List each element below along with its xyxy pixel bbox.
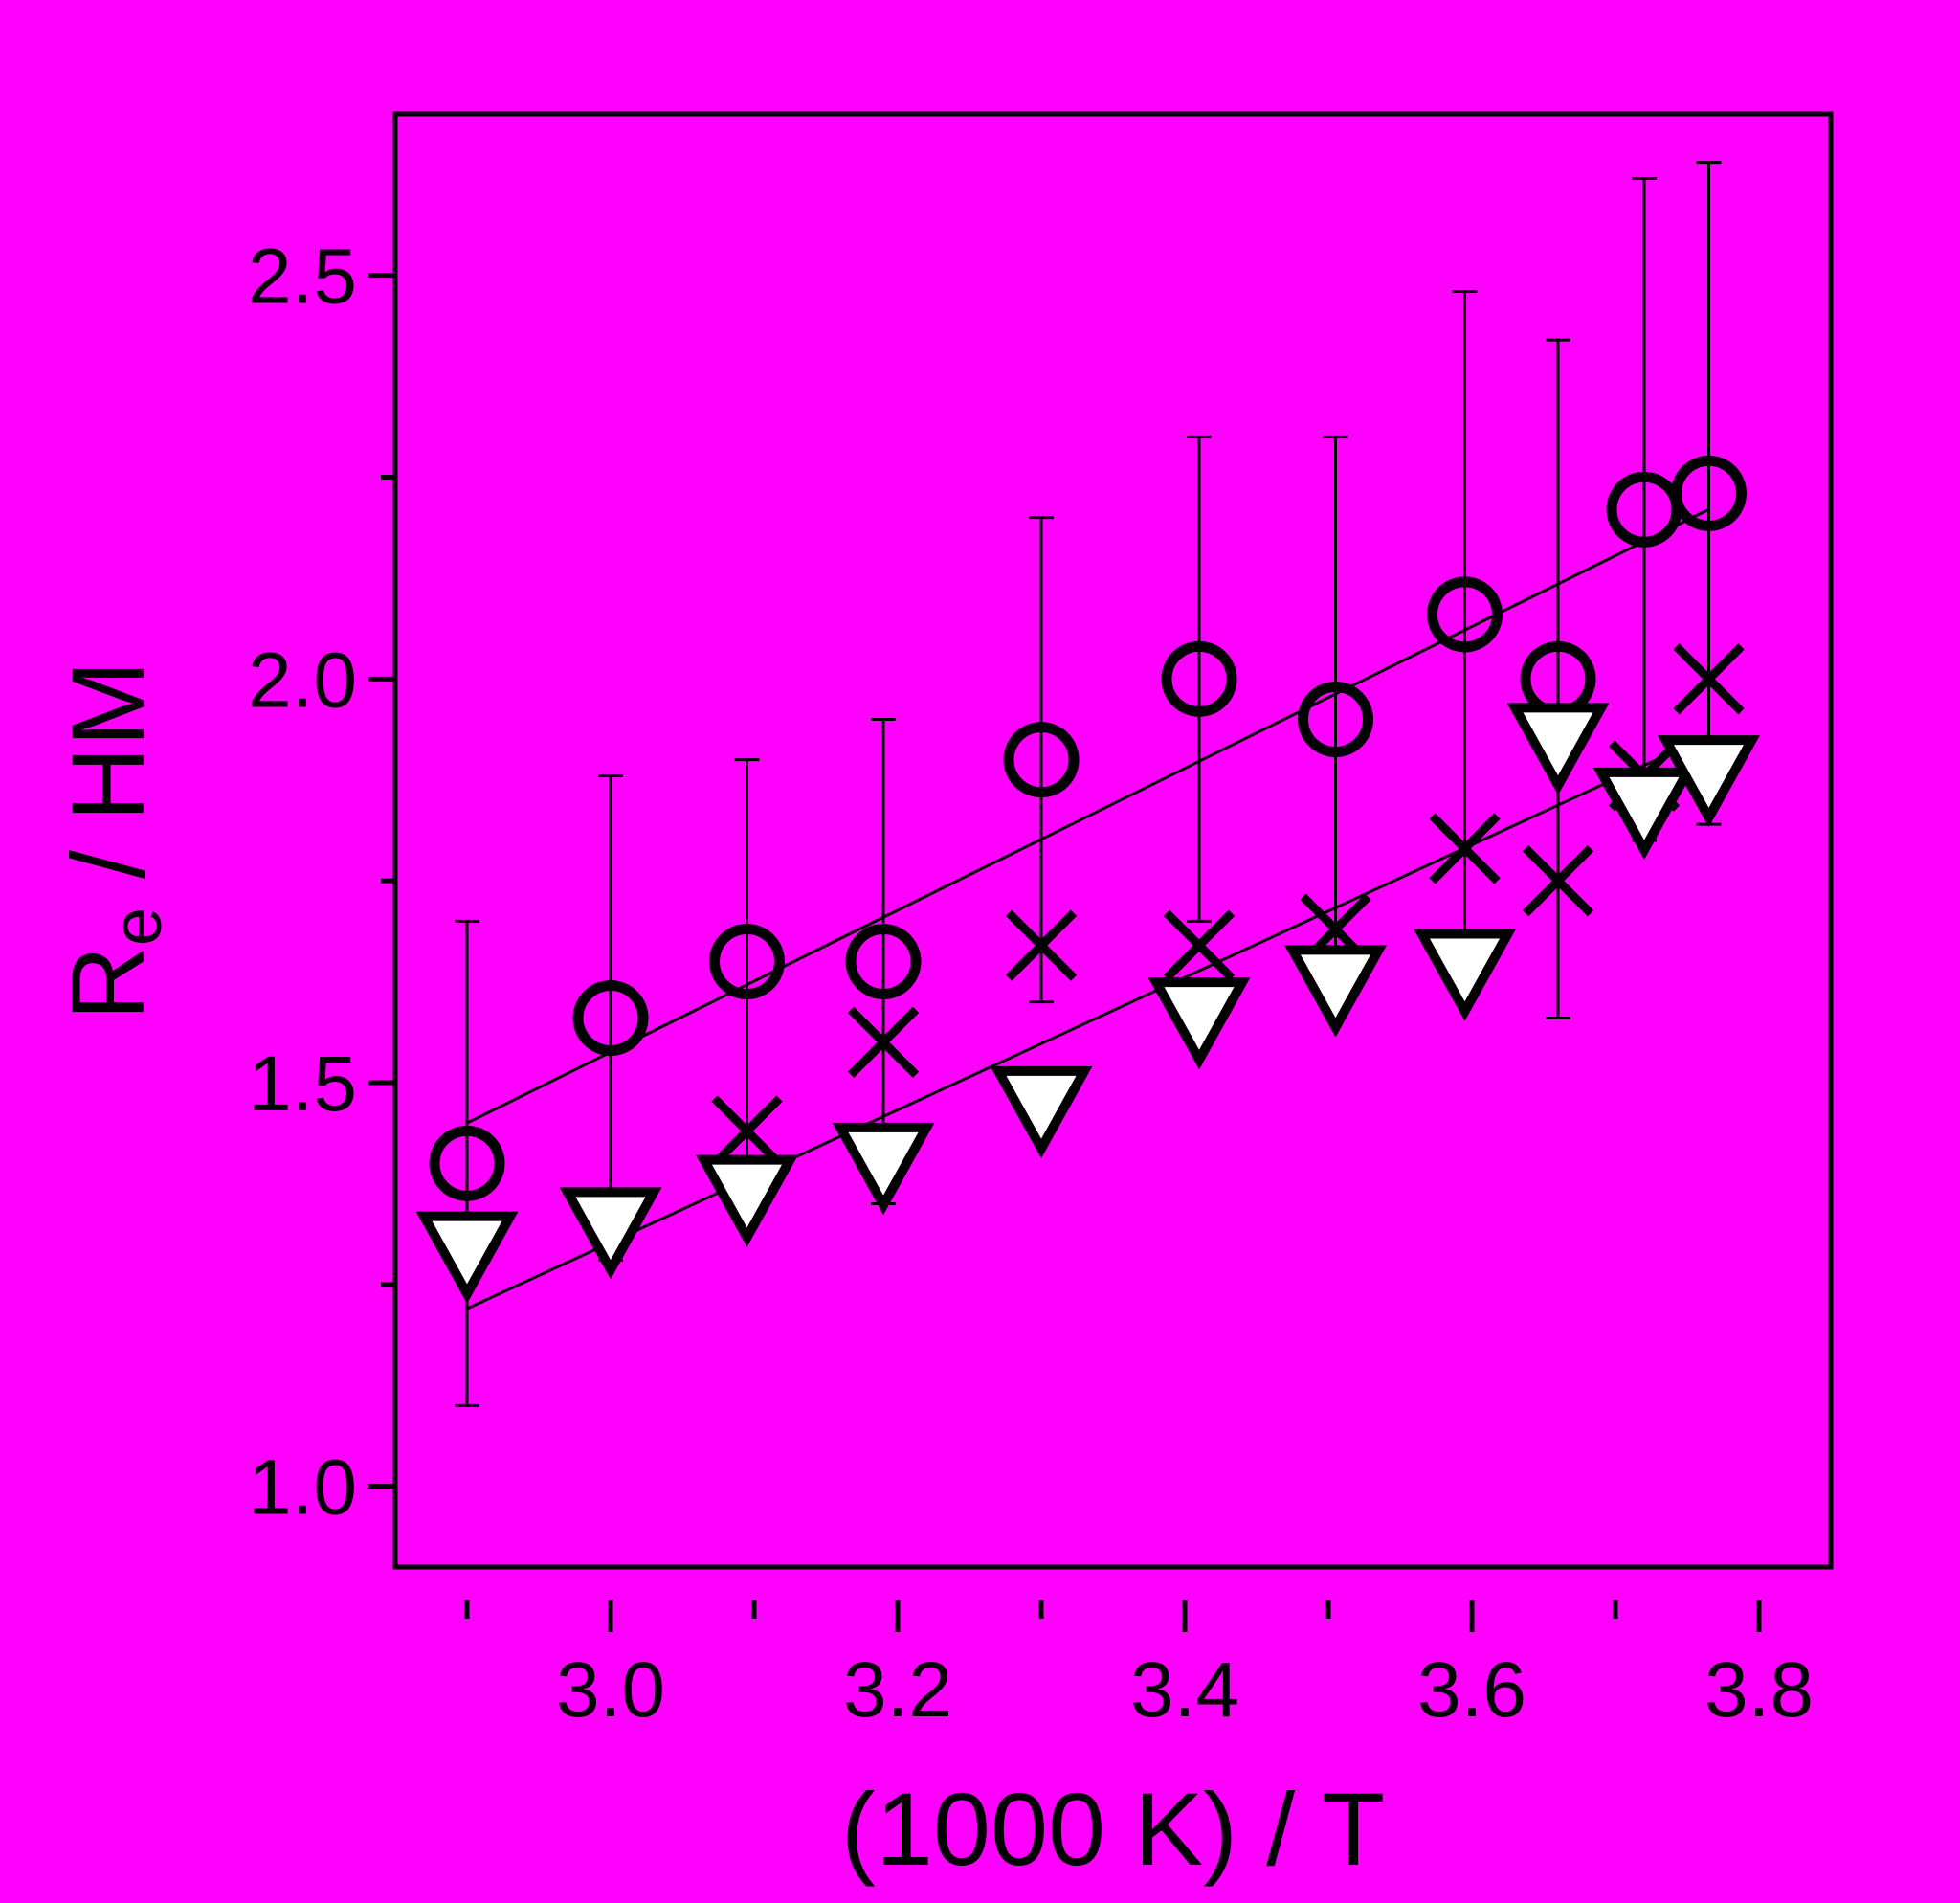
triangle-point-9	[1592, 767, 1696, 861]
triangle-point-0	[415, 1211, 519, 1304]
x-tick-label-2: 3.4	[1130, 1646, 1239, 1734]
x-point-8	[1673, 643, 1745, 715]
axis-ticks	[368, 273, 1762, 1632]
error-bars	[455, 161, 1722, 1407]
triangle-point-1	[559, 1187, 662, 1280]
x-tick-label-4: 3.8	[1704, 1646, 1814, 1734]
fit-line-triangle-down	[466, 734, 1710, 1310]
y-tick-label-0: 1.0	[248, 1444, 357, 1532]
x-point-5	[1429, 813, 1501, 884]
triangle-point-10	[1658, 735, 1760, 828]
triangle-point-7	[1414, 929, 1516, 1021]
circle-point-4	[1003, 722, 1080, 798]
y-axis-title-subscript: e	[100, 907, 176, 946]
triangle-point-4	[990, 1065, 1093, 1159]
circle-point-2	[709, 924, 785, 999]
triangle-point-6	[1284, 945, 1387, 1038]
triangle-point-2	[696, 1154, 798, 1247]
x-point-0	[711, 1095, 783, 1167]
y-tick-label-1: 1.5	[248, 1041, 357, 1128]
y-tick-label-2: 2.0	[248, 637, 357, 724]
y-axis-title-main: R	[50, 946, 166, 1020]
tick-labels: 3.0 3.2 3.4 3.6 3.8 1.0 1.5 2.0 2.5	[248, 234, 1814, 1734]
triangle-point-8	[1506, 703, 1610, 795]
y-axis-title-rest: / HM	[50, 660, 166, 907]
circle-point-6	[1298, 682, 1373, 757]
triangle-point-5	[1147, 977, 1251, 1070]
data-markers	[415, 455, 1760, 1304]
circle-point-0	[429, 1125, 505, 1201]
circle-point-5	[1161, 640, 1237, 717]
x-point-2	[1005, 909, 1078, 981]
x-point-3	[1163, 909, 1236, 981]
circle-point-10	[1671, 455, 1747, 531]
circle-point-1	[572, 980, 649, 1057]
x-axis-title: (1000 K) / T	[841, 1771, 1385, 1887]
circle-point-3	[845, 924, 922, 999]
circle-point-7	[1427, 576, 1503, 653]
x-tick-label-0: 3.0	[556, 1646, 665, 1734]
x-point-1	[847, 1006, 920, 1079]
x-tick-label-1: 3.2	[843, 1646, 952, 1734]
x-tick-label-3: 3.6	[1417, 1646, 1526, 1734]
plot-area-frame	[392, 111, 1834, 1570]
y-axis-title: Re / HM	[50, 660, 176, 1020]
y-tick-label-3: 2.5	[248, 234, 357, 321]
x-point-6	[1522, 844, 1594, 917]
triangle-point-3	[832, 1122, 935, 1216]
